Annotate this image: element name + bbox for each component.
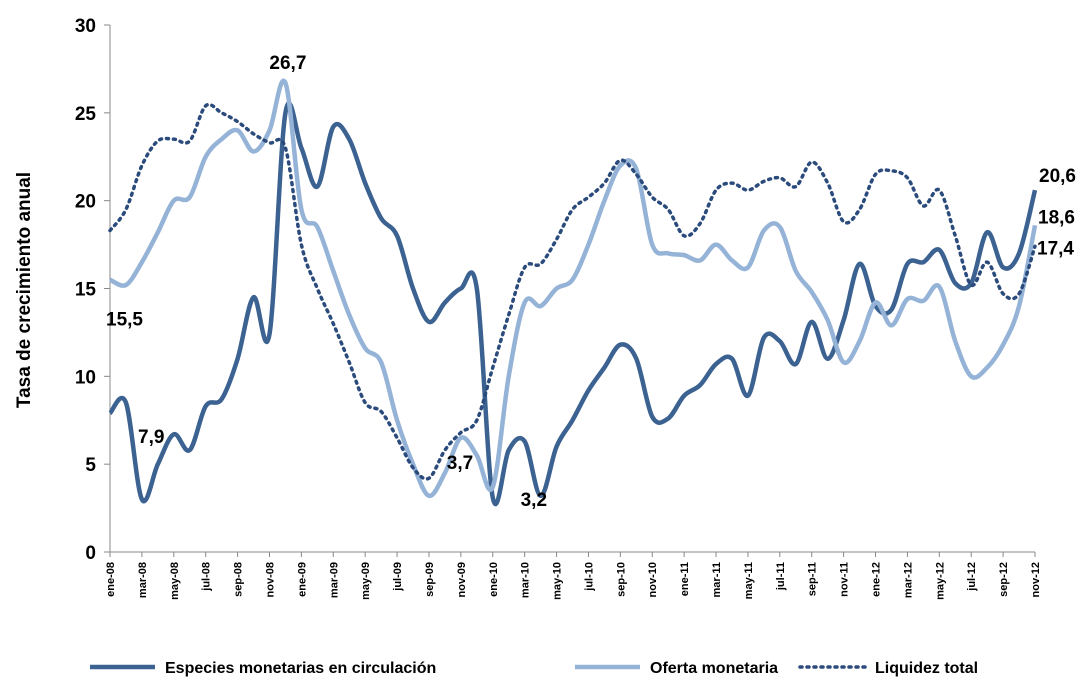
x-tick-label: ene-08 xyxy=(105,562,117,597)
legend-label: Oferta monetaria xyxy=(650,660,778,677)
x-tick-label: mar-12 xyxy=(902,562,914,598)
y-tick-label: 30 xyxy=(75,16,96,37)
data-label: 15,5 xyxy=(106,310,143,331)
x-tick-label: may-09 xyxy=(360,562,372,600)
data-label: 26,7 xyxy=(269,53,306,74)
series-line xyxy=(109,78,1038,499)
x-tick-label: jul-12 xyxy=(966,562,978,592)
series-line xyxy=(108,101,1038,507)
x-tick-label: sep-11 xyxy=(807,562,819,596)
y-tick-label: 25 xyxy=(75,104,97,125)
x-tick-label: jul-09 xyxy=(392,562,404,592)
x-tick-label: may-10 xyxy=(552,562,564,600)
x-tick-label: may-12 xyxy=(934,562,946,600)
data-label: 17,4 xyxy=(1037,238,1074,259)
x-tick-label: sep-12 xyxy=(998,562,1010,597)
x-tick-label: ene-09 xyxy=(296,562,308,597)
data-label: 20,6 xyxy=(1039,166,1076,187)
x-tick-label: mar-08 xyxy=(137,562,149,598)
y-tick-label: 5 xyxy=(85,455,96,476)
x-tick-label: nov-09 xyxy=(456,562,468,597)
data-label: 18,6 xyxy=(1038,207,1075,228)
x-tick-label: mar-10 xyxy=(520,562,532,598)
x-tick-label: nov-08 xyxy=(264,562,276,597)
x-tick-label: jul-10 xyxy=(583,562,595,592)
x-tick-label: sep-08 xyxy=(233,562,245,597)
x-tick-label: jul-08 xyxy=(201,562,213,592)
y-tick-label: 10 xyxy=(75,367,96,388)
data-label: 3,7 xyxy=(447,453,473,474)
x-tick-label: mar-09 xyxy=(328,562,340,598)
y-axis-label: Tasa de crecimiento anual xyxy=(14,172,35,408)
y-tick-label: 20 xyxy=(75,192,96,213)
y-tick-label: 15 xyxy=(75,280,97,301)
series-line xyxy=(108,102,1037,481)
x-tick-label: may-08 xyxy=(169,562,181,600)
x-tick-label: sep-10 xyxy=(615,562,627,597)
x-tick-label: mar-11 xyxy=(711,562,723,597)
x-tick-label: nov-12 xyxy=(1030,562,1042,597)
x-tick-label: jul-11 xyxy=(775,562,787,591)
data-label: 7,9 xyxy=(138,427,164,448)
x-tick-label: ene-12 xyxy=(871,562,883,597)
legend-label: Liquidez total xyxy=(875,660,978,677)
x-tick-label: nov-10 xyxy=(647,562,659,597)
x-tick-label: sep-09 xyxy=(424,562,436,597)
x-tick-label: ene-10 xyxy=(488,562,500,597)
data-label: 3,2 xyxy=(521,490,547,511)
legend-label: Especies monetarias en circulación xyxy=(165,660,436,677)
x-tick-label: ene-11 xyxy=(679,562,691,596)
x-tick-label: nov-11 xyxy=(839,562,851,597)
x-tick-label: may-11 xyxy=(743,562,755,599)
y-tick-label: 0 xyxy=(85,543,96,564)
